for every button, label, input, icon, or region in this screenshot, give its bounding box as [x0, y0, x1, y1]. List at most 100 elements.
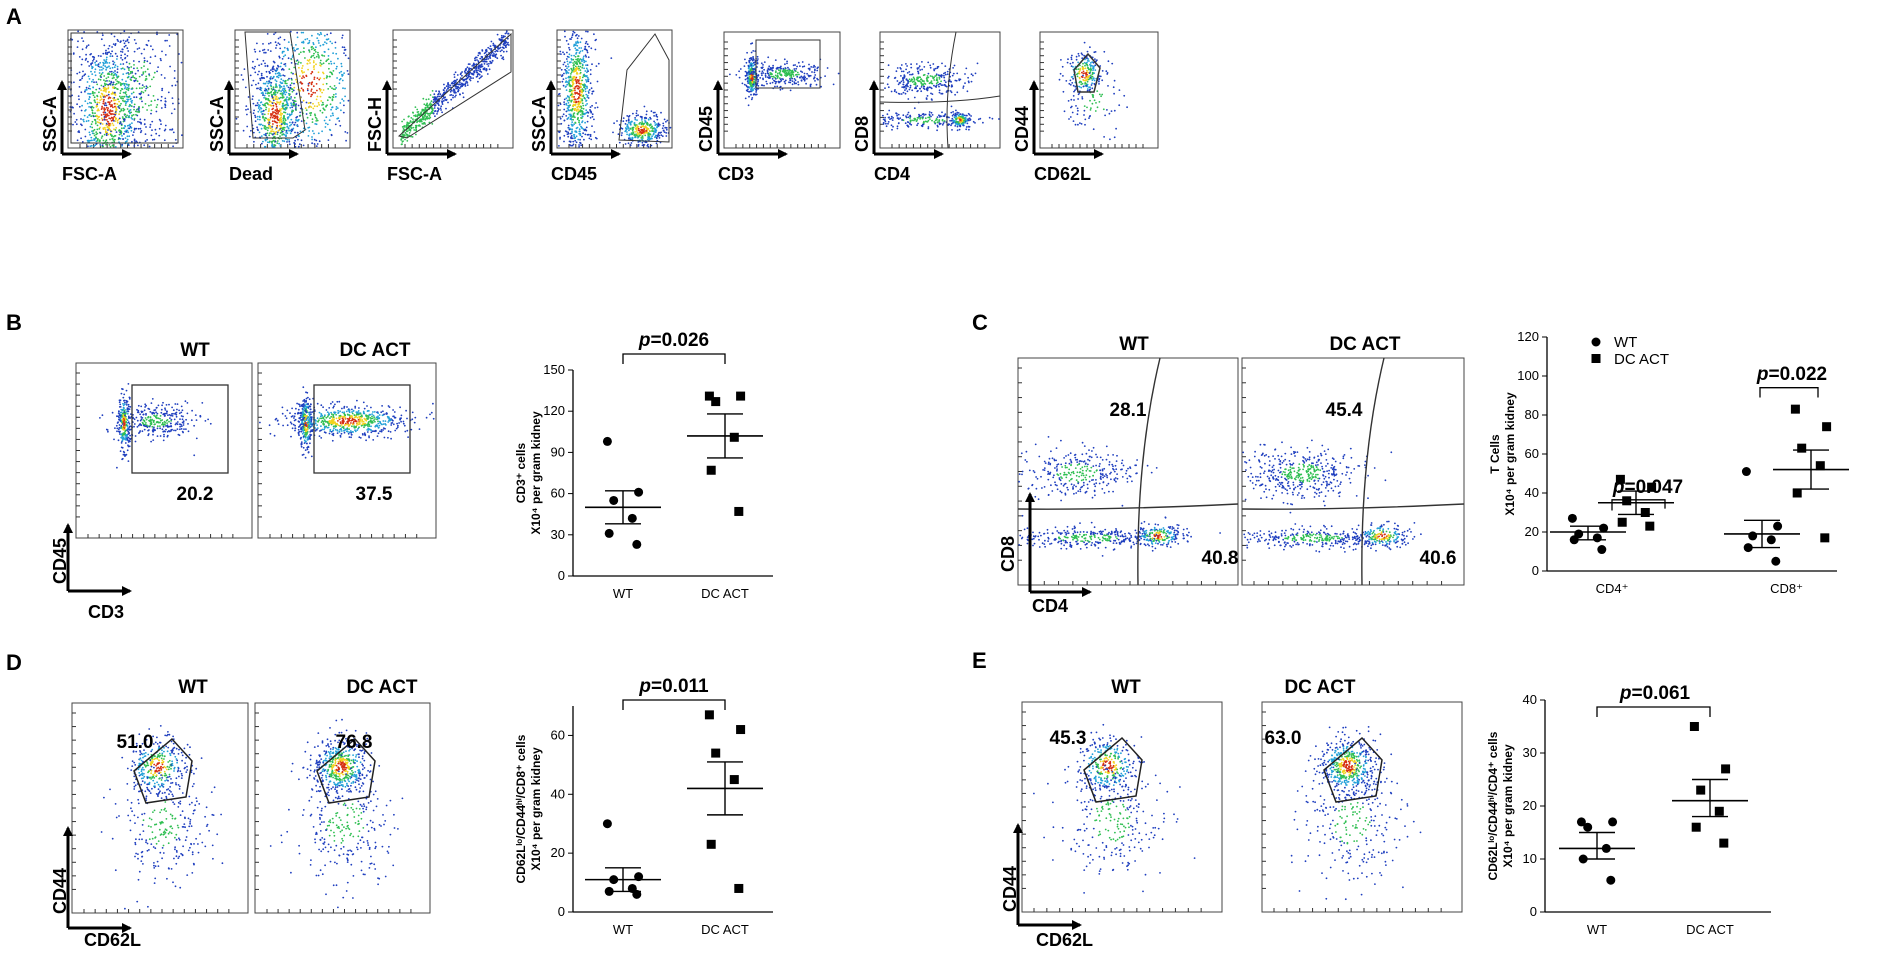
event-dot — [90, 106, 92, 109]
event-dot — [642, 125, 645, 127]
event-dot — [262, 49, 264, 52]
event-dot — [814, 74, 817, 76]
event-dot — [281, 112, 283, 115]
event-dot — [586, 94, 589, 97]
event-dot — [170, 112, 173, 115]
event-dot — [248, 135, 251, 138]
event-dot — [756, 55, 759, 58]
event-dot — [95, 131, 98, 134]
event-dot — [126, 83, 128, 86]
event-dot — [130, 76, 133, 79]
event-dot — [103, 79, 105, 81]
event-dot — [580, 47, 583, 49]
event-dot — [464, 82, 467, 85]
event-dot — [260, 87, 263, 89]
event-dot — [583, 138, 585, 141]
event-dot — [429, 102, 432, 104]
event-dot — [113, 105, 116, 108]
event-dot — [316, 37, 319, 39]
event-dot — [282, 119, 285, 122]
event-dot — [271, 95, 273, 98]
event-dot — [124, 40, 127, 43]
event-dot — [329, 71, 332, 74]
event-dot — [782, 67, 785, 70]
event-dot — [979, 117, 982, 120]
event-dot — [572, 81, 574, 84]
event-dot — [575, 141, 578, 144]
event-dot — [103, 62, 105, 65]
event-dot — [572, 143, 575, 146]
event-dot — [124, 92, 127, 95]
event-dot — [81, 77, 83, 80]
event-dot — [589, 109, 591, 111]
event-dot — [124, 125, 127, 128]
event-dot — [318, 34, 321, 36]
event-dot — [759, 77, 762, 79]
event-dot — [895, 70, 898, 73]
event-dot — [939, 82, 942, 85]
event-dot — [302, 75, 304, 77]
event-dot — [569, 104, 571, 107]
event-dot — [135, 87, 138, 90]
event-dot — [318, 56, 320, 59]
event-dot — [472, 72, 474, 75]
event-dot — [422, 97, 425, 100]
event-dot — [100, 114, 103, 116]
event-dot — [645, 130, 647, 132]
event-dot — [83, 114, 86, 117]
event-dot — [465, 77, 468, 80]
event-dot — [95, 88, 98, 91]
event-dot — [483, 60, 485, 63]
event-dot — [312, 60, 315, 62]
event-dot — [784, 63, 786, 66]
event-dot — [257, 82, 260, 85]
event-dot — [624, 123, 627, 125]
event-dot — [563, 108, 566, 111]
event-dot — [244, 86, 247, 89]
event-dot — [106, 53, 108, 56]
event-dot — [344, 87, 346, 90]
event-dot — [126, 124, 129, 127]
event-dot — [104, 130, 107, 133]
event-dot — [273, 101, 275, 104]
event-dot — [284, 104, 286, 107]
event-dot — [308, 130, 311, 132]
event-dot — [562, 51, 564, 54]
event-dot — [252, 95, 254, 98]
event-dot — [339, 77, 342, 80]
event-dot — [328, 119, 331, 121]
event-dot — [111, 46, 113, 48]
event-dot — [267, 87, 270, 90]
event-dot — [278, 56, 281, 59]
event-dot — [90, 136, 93, 139]
event-dot — [763, 61, 766, 63]
event-dot — [279, 100, 282, 103]
event-dot — [88, 78, 91, 80]
event-dot — [277, 113, 279, 115]
event-dot — [892, 117, 894, 119]
event-dot — [264, 92, 267, 95]
event-dot — [427, 117, 430, 120]
event-dot — [126, 55, 129, 57]
event-dot — [913, 117, 916, 120]
event-dot — [581, 76, 584, 79]
event-dot — [120, 123, 123, 125]
event-dot — [118, 133, 121, 136]
event-dot — [897, 92, 900, 95]
event-dot — [312, 42, 315, 44]
event-dot — [85, 53, 87, 56]
event-dot — [77, 95, 80, 97]
event-dot — [272, 107, 274, 110]
event-dot — [418, 120, 421, 122]
event-dot — [636, 128, 638, 131]
event-dot — [151, 129, 153, 132]
event-dot — [661, 127, 664, 130]
event-dot — [260, 72, 263, 75]
event-dot — [120, 132, 122, 135]
event-dot — [837, 72, 840, 75]
event-dot — [110, 119, 113, 122]
event-dot — [338, 71, 341, 74]
event-dot — [271, 142, 273, 144]
event-dot — [141, 87, 144, 89]
event-dot — [784, 74, 786, 76]
